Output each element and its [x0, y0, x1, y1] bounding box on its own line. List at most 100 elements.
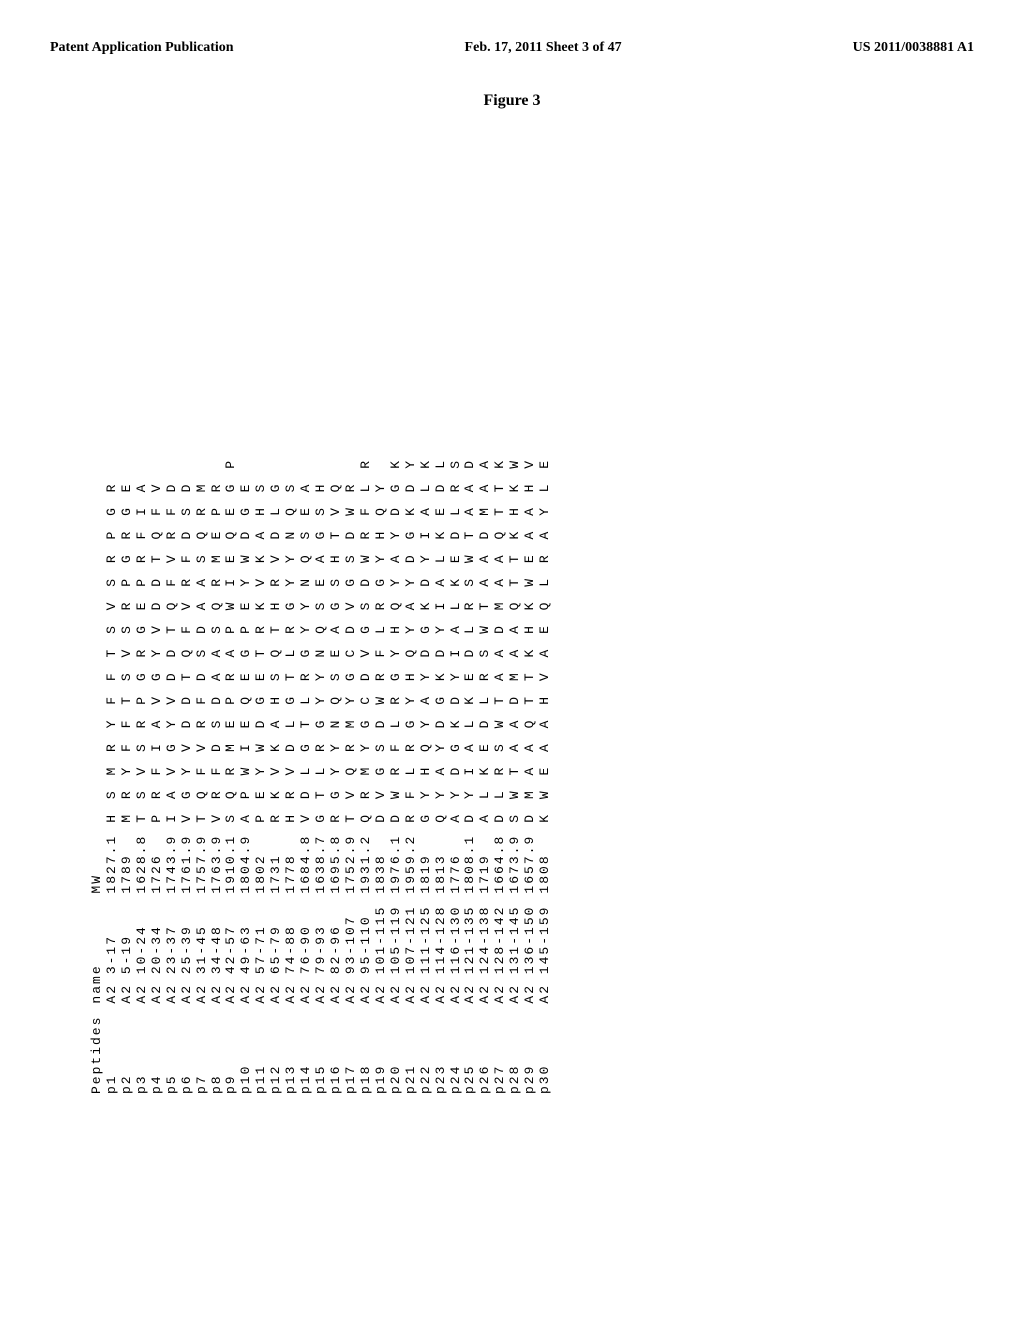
cell-mw: 1819: [419, 829, 434, 900]
cell-peptide: p11: [254, 1010, 269, 1100]
table-row: p19A2 101-1151838D V G S D W R F L R G Y…: [374, 451, 389, 1100]
table-row: p21A2 107-1211959.2R F L R G Y H Q Y A Y…: [404, 451, 419, 1100]
cell-seq: P R F I A V G Y V D D T Q F V: [150, 451, 165, 829]
cell-name: A2 121-135: [463, 900, 478, 1010]
cell-peptide: p29: [523, 1010, 538, 1100]
cell-peptide: p20: [389, 1010, 404, 1100]
cell-name: A2 31-45: [195, 900, 210, 1010]
figure-label: Figure 3: [50, 92, 974, 110]
cell-mw: 1726: [150, 829, 165, 900]
table-row: p13A2 74-881778H R V D L G T L R G Y Y N…: [284, 451, 299, 1100]
cell-seq: T Q F V R F D S D A A S Q R M: [195, 451, 210, 829]
cell-name: A2 131-145: [508, 900, 523, 1010]
cell-peptide: p7: [195, 1010, 210, 1100]
cell-peptide: p1: [105, 1010, 120, 1100]
cell-name: A2 95-110: [359, 900, 374, 1010]
cell-mw: 1761.9: [180, 829, 195, 900]
cell-seq: G Y H Q Y A Y D G K D Y I A L K: [419, 451, 434, 829]
cell-peptide: p2: [120, 1010, 135, 1100]
cell-peptide: p8: [210, 1010, 225, 1100]
cell-name: A2 49-63: [239, 900, 254, 1010]
cell-peptide: p26: [478, 1010, 493, 1100]
cell-name: A2 124-138: [478, 900, 493, 1010]
cell-mw: 1931.2: [359, 829, 374, 900]
table-row: p16A2 82-961695.8R G Y Y N Q S E A G S H…: [329, 451, 344, 1100]
cell-mw: 1976.1: [389, 829, 404, 900]
cell-seq: R K V K A H S Q T H R V D L G: [269, 451, 284, 829]
cell-name: A2 34-48: [210, 900, 225, 1010]
cell-seq: A Y D G K D Y I A L K E D L R S: [449, 451, 464, 829]
col-name: name: [90, 900, 105, 1010]
cell-name: A2 20-34: [150, 900, 165, 1010]
cell-peptide: p4: [150, 1010, 165, 1100]
cell-peptide: p21: [404, 1010, 419, 1100]
cell-seq: R G Y Y N Q S E A G S H T V Q: [329, 451, 344, 829]
cell-seq: T V Q R M Y G C D V G S D W R: [344, 451, 359, 829]
table-row: p12A2 65-791731R K V K A H S Q T H R V D…: [269, 451, 284, 1100]
table-row: p23A2 114-1281813Q Y A Y D G K D Y I A L…: [434, 451, 449, 1100]
table-row: p26A2 124-1381719A L K E D L R S W T A A…: [478, 451, 493, 1100]
cell-mw: 1959.2: [404, 829, 419, 900]
table-row: p29A2 136-1501657.9D M A A Q T T K H K W…: [523, 451, 538, 1100]
cell-mw: 1776: [449, 829, 464, 900]
cell-peptide: p17: [344, 1010, 359, 1100]
header-right: US 2011/0038881 A1: [853, 40, 974, 56]
cell-mw: 1731: [269, 829, 284, 900]
cell-name: A2 3-17: [105, 900, 120, 1010]
cell-peptide: p23: [434, 1010, 449, 1100]
cell-peptide: p27: [493, 1010, 508, 1100]
cell-mw: 1628.8: [135, 829, 150, 900]
cell-name: A2 82-96: [329, 900, 344, 1010]
col-mw: MW: [90, 829, 105, 900]
cell-peptide: p14: [299, 1010, 314, 1100]
cell-peptide: p10: [239, 1010, 254, 1100]
cell-mw: 1778: [284, 829, 299, 900]
cell-name: A2 105-119: [389, 900, 404, 1010]
table-row: p1A2 3-171827.1H S M R Y F F T S V S R P…: [105, 451, 120, 1100]
table-row: p17A2 93-1071752.9T V Q R M Y G C D V G …: [344, 451, 359, 1100]
header-center: Feb. 17, 2011 Sheet 3 of 47: [465, 40, 622, 56]
table-row: p22A2 111-1251819G Y H Q Y A Y D G K D Y…: [419, 451, 434, 1100]
cell-seq: V R F D S D A A S Q R M E P R: [210, 451, 225, 829]
cell-name: A2 42-57: [224, 900, 239, 1010]
table-row: p3A2 10-241628.8T S V S R P G R G E P R …: [135, 451, 150, 1100]
cell-mw: 1802: [254, 829, 269, 900]
cell-name: A2 107-121: [404, 900, 419, 1010]
cell-peptide: p22: [419, 1010, 434, 1100]
cell-peptide: p24: [449, 1010, 464, 1100]
cell-peptide: p5: [165, 1010, 180, 1100]
cell-mw: 1813: [434, 829, 449, 900]
cell-mw: 1910.1: [224, 829, 239, 900]
cell-mw: 1664.8: [493, 829, 508, 900]
cell-peptide: p25: [463, 1010, 478, 1100]
cell-seq: M R Y F F T S V S R P G R G E: [120, 451, 135, 829]
table-row: p25A2 121-1351808.1D Y I A L K E D L R S…: [463, 451, 478, 1100]
cell-peptide: p6: [180, 1010, 195, 1100]
col-peptides: Peptides: [90, 1010, 105, 1100]
table-row: p2A2 5-191789M R Y F F T S V S R P G R G…: [120, 451, 135, 1100]
table-row: p14A2 76-901684.8V D L G T L R G Y Y N Q…: [299, 451, 314, 1100]
cell-peptide: p28: [508, 1010, 523, 1100]
table-row: p8A2 34-481763.9V R F D S D A A S Q R M …: [210, 451, 225, 1100]
cell-mw: 1808: [538, 829, 553, 900]
cell-name: A2 145-159: [538, 900, 553, 1010]
cell-seq: H R V D L G T L R G Y Y N Q S: [284, 451, 299, 829]
cell-name: A2 116-130: [449, 900, 464, 1010]
cell-name: A2 5-19: [120, 900, 135, 1010]
cell-mw: 1808.1: [463, 829, 478, 900]
cell-mw: 1638.7: [314, 829, 329, 900]
cell-seq: T S V S R P G R G E P R F I A: [135, 451, 150, 829]
cell-mw: 1804.9: [239, 829, 254, 900]
cell-seq: Q R M Y G C D V G S D W R F L R: [359, 451, 374, 829]
peptide-table: Peptides name MW p1A2 3-171827.1H S M R …: [90, 451, 553, 1100]
table-row: p7A2 31-451757.9T Q F V R F D S D A A S …: [195, 451, 210, 1100]
cell-peptide: p18: [359, 1010, 374, 1100]
cell-mw: 1743.9: [165, 829, 180, 900]
cell-mw: 1789: [120, 829, 135, 900]
cell-seq: D M A A Q T T K H K W E A A H V: [523, 451, 538, 829]
cell-mw: 1838: [374, 829, 389, 900]
cell-seq: V D L G T L R G Y Y N Q S E A: [299, 451, 314, 829]
cell-peptide: p30: [538, 1010, 553, 1100]
cell-seq: G T L R G Y Y N Q S E A G S H: [314, 451, 329, 829]
cell-name: A2 93-107: [344, 900, 359, 1010]
